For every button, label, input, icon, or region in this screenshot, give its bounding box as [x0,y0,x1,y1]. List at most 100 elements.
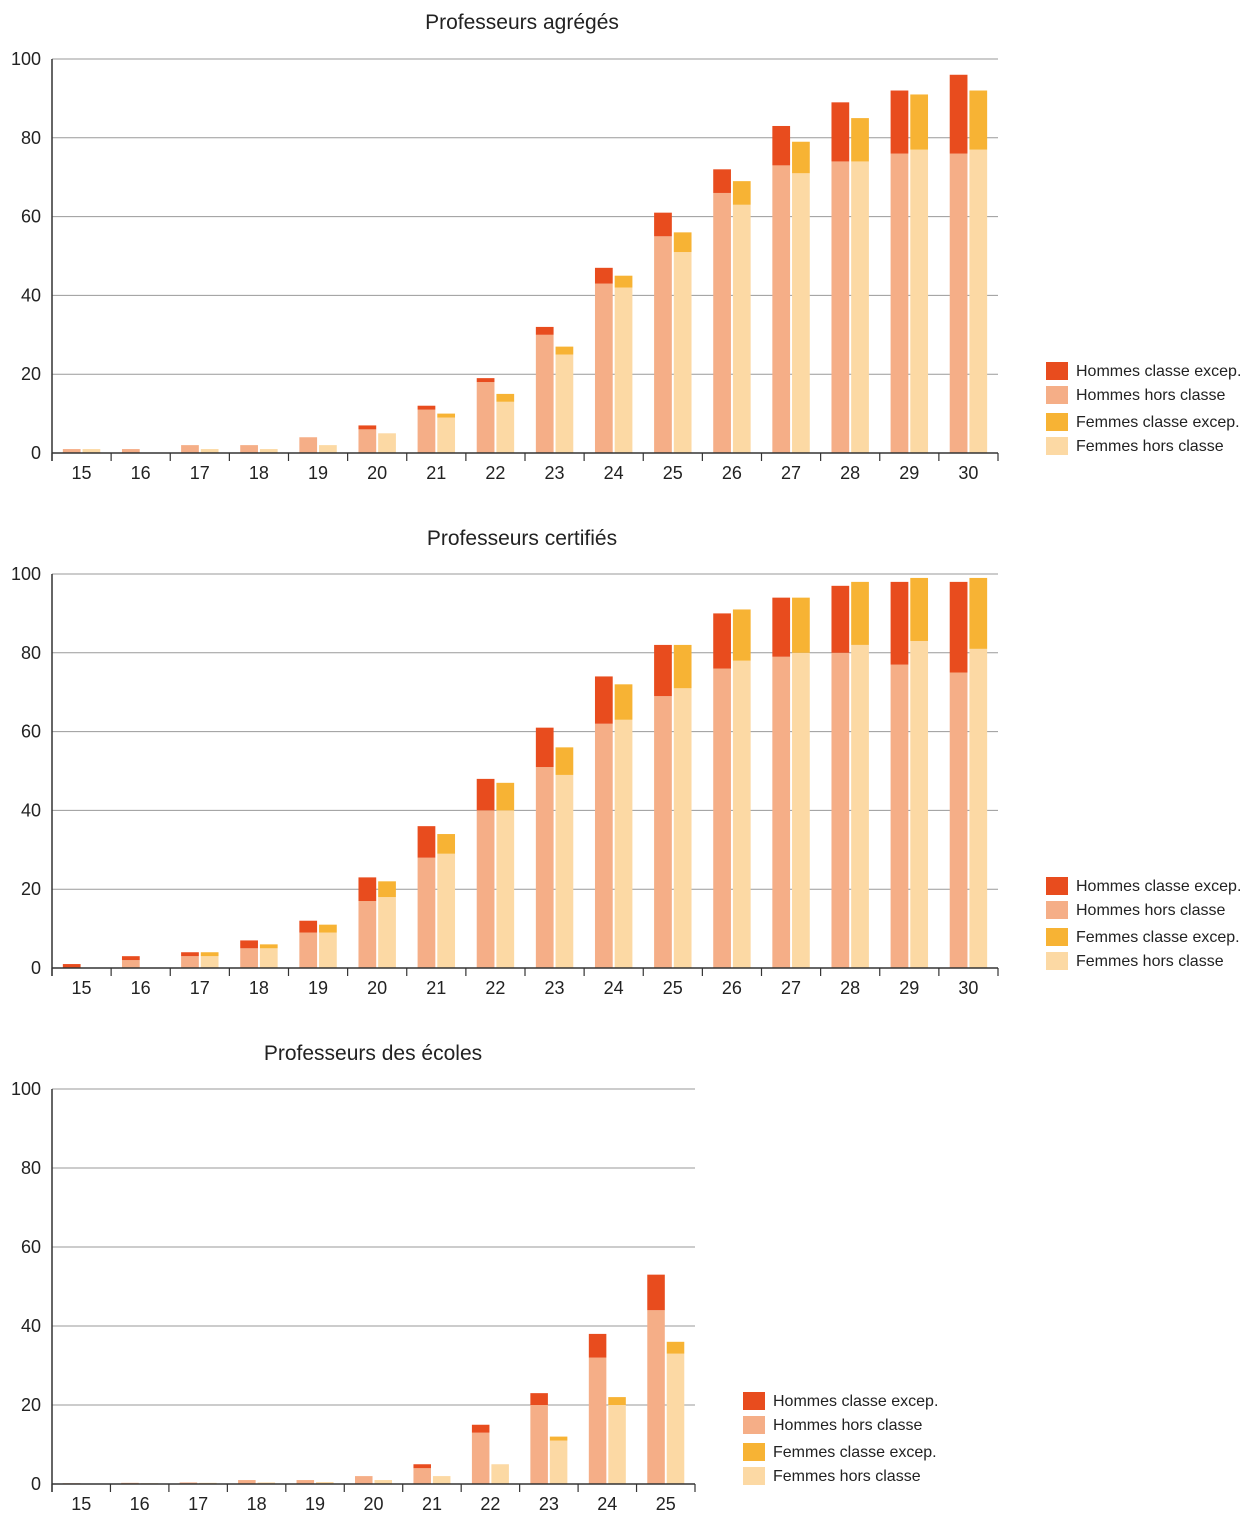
x-tick-label: 24 [604,463,624,483]
bar-segment-femmes-classe-excep [319,924,337,933]
bar-segment-femmes-hors-classe [792,652,810,968]
bar-segment-hommes-hors-classe [772,656,791,968]
x-tick-label: 23 [539,1494,559,1513]
legend-swatch [1046,928,1068,946]
x-tick-label: 29 [899,463,919,483]
legend-label: Hommes classe excep. [1076,878,1240,895]
bar-segment-femmes-classe-excep [673,232,692,253]
x-tick-label: 15 [71,1494,91,1513]
legend: Hommes classe excep. Hommes hors classe Fe… [1046,877,1240,970]
bar-segment-femmes-classe-excep [555,747,574,775]
legend-swatch [1046,952,1068,970]
bar-segment-hommes-classe-excep [713,169,731,193]
x-tick-label: 18 [249,463,269,483]
bar-segment-hommes-classe-excep [299,920,318,933]
legend-label: Femmes classe excep. [773,1444,937,1461]
bar-segment-hommes-hors-classe [530,1405,548,1484]
y-tick-label: 60 [21,722,41,742]
bar-segment-femmes-hors-classe [200,449,219,453]
bar-segment-femmes-classe-excep [673,644,692,689]
y-tick-label: 0 [31,1474,41,1494]
bar-segment-hommes-classe-excep [535,727,554,768]
bar-segment-femmes-hors-classe [200,956,219,968]
bar-segment-femmes-hors-classe [614,287,633,453]
bar-segment-femmes-classe-excep [792,141,810,174]
bar-segment-femmes-hors-classe [437,853,456,968]
y-tick-label: 60 [21,207,41,227]
legend-swatch [743,1392,765,1410]
bar-segment-hommes-hors-classe [654,236,672,453]
bar-segment-femmes-classe-excep [614,684,633,720]
legend-swatch [1046,901,1068,919]
y-tick-label: 20 [21,879,41,899]
x-tick-label: 21 [422,1494,442,1513]
x-tick-label: 27 [781,978,801,998]
bar-segment-hommes-hors-classe [949,672,968,968]
bar-segment-femmes-hors-classe [319,932,337,968]
y-tick-label: 0 [31,443,41,463]
y-tick-label: 80 [21,643,41,663]
legend-label: Hommes classe excep. [773,1393,938,1410]
bar-segment-hommes-classe-excep [471,1424,490,1433]
bar-segment-hommes-hors-classe [831,652,850,968]
legend: Hommes classe excep. Hommes hors classe Fe… [1046,362,1240,455]
bar-segment-hommes-hors-classe [471,1432,490,1484]
legend-label: Hommes hors classe [1076,902,1225,919]
bar-segment-femmes-classe-excep [732,609,751,661]
legend-swatch [1046,877,1068,895]
bar-segment-femmes-classe-excep [969,90,988,150]
bar-segment-hommes-hors-classe [354,1476,373,1484]
y-tick-label: 100 [11,564,41,584]
legend-label: Hommes classe excep. [1076,363,1240,380]
bar-segment-hommes-classe-excep [530,1393,548,1405]
bar-segment-hommes-hors-classe [476,810,495,968]
bar-segment-hommes-classe-excep [476,778,495,811]
bar-segment-hommes-hors-classe [238,1480,256,1484]
bar-segment-hommes-classe-excep [831,102,850,162]
bar-segment-hommes-hors-classe [179,1482,198,1484]
legend-label: Femmes classe excep. [1076,929,1240,946]
bar-segment-hommes-hors-classe [358,429,377,453]
x-tick-label: 28 [840,463,860,483]
bar-segment-femmes-hors-classe [969,648,988,968]
legend-label: Femmes hors classe [1076,438,1224,455]
bar-segment-hommes-hors-classe [417,857,436,968]
bar-segment-hommes-classe-excep [535,326,554,335]
bar-segment-hommes-classe-excep [240,940,258,949]
bar-segment-femmes-hors-classe [614,719,633,968]
y-tick-label: 20 [21,1395,41,1415]
bar-segment-femmes-hors-classe [666,1353,685,1484]
chart-title: Professeurs agrégés [425,11,619,34]
chart-2: Professeurs certifiés 0 20 40 60 80 100 15 16 17 1… [11,527,1240,998]
bar-segment-femmes-classe-excep [259,944,278,949]
bar-segment-femmes-hors-classe [673,688,692,968]
bar-segment-hommes-hors-classe [240,948,258,968]
bar-segment-hommes-hors-classe [831,161,850,453]
y-tick-label: 0 [31,958,41,978]
bar-segment-hommes-hors-classe [299,437,318,453]
bar-segment-femmes-hors-classe [608,1405,626,1484]
bar-segment-hommes-hors-classe [535,767,554,968]
x-tick-label: 16 [130,1494,150,1513]
bar-segment-hommes-hors-classe [890,664,909,968]
bar-segment-femmes-classe-excep [200,952,219,957]
bar-segment-hommes-hors-classe [417,409,436,453]
bar-segment-femmes-hors-classe [437,417,456,453]
bar-segment-hommes-classe-excep [654,212,672,237]
legend-swatch [743,1467,765,1485]
x-tick-label: 23 [545,978,565,998]
bar-segment-hommes-hors-classe [654,696,672,968]
x-tick-label: 15 [72,978,92,998]
bar-segment-femmes-hors-classe [851,161,869,453]
bar-segment-femmes-hors-classe [732,204,751,453]
x-tick-label: 21 [426,978,446,998]
bar-segment-hommes-hors-classe [121,449,140,453]
bar-segment-hommes-classe-excep [121,956,140,961]
bar-segment-hommes-classe-excep [831,585,850,653]
x-tick-label: 20 [367,978,387,998]
bar-segment-femmes-classe-excep [910,577,929,641]
bar-segment-femmes-hors-classe [378,897,396,968]
legend: Hommes classe excep. Hommes hors classe Fe… [743,1392,938,1485]
bar-segment-femmes-hors-classe [969,149,988,453]
x-tick-label: 26 [722,463,742,483]
